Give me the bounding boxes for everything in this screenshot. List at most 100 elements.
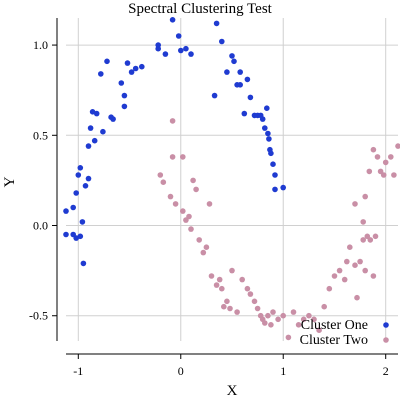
cluster-one-point <box>93 110 100 117</box>
cluster-two-point <box>169 154 176 160</box>
cluster-one-point <box>169 17 176 23</box>
y-tick-label: 0.0 <box>33 219 48 233</box>
cluster-one-point <box>121 92 128 99</box>
cluster-two-point <box>167 193 174 200</box>
cluster-one-point <box>231 58 237 65</box>
cluster-one-point <box>85 175 92 182</box>
cluster-two-point <box>275 316 281 323</box>
axes <box>56 18 398 355</box>
x-tick-label: 2 <box>383 364 389 378</box>
cluster-one-point <box>272 172 278 178</box>
cluster-one-point <box>110 116 116 122</box>
cluster-two-point <box>196 237 202 243</box>
x-tick-label: -1 <box>73 364 83 378</box>
cluster-two-point <box>157 172 164 178</box>
cluster-one-point <box>121 103 128 110</box>
cluster-one-point <box>75 172 82 178</box>
legend-label-cluster-two: Cluster Two <box>300 333 368 348</box>
cluster-two-point <box>347 244 353 250</box>
legend-marker-cluster-one <box>383 322 389 328</box>
cluster-two-point <box>251 298 258 305</box>
legend-label-cluster-one: Cluster One <box>301 318 368 333</box>
cluster-two-point <box>239 276 245 283</box>
y-tick-label: -0.5 <box>29 309 48 323</box>
cluster-two-point <box>221 303 227 310</box>
x-axis-label: X <box>227 383 238 399</box>
cluster-one-point <box>77 165 84 171</box>
cluster-two-point <box>213 282 220 288</box>
cluster-one-point <box>272 186 278 193</box>
cluster-two-point <box>200 249 207 256</box>
cluster-two-point <box>336 267 343 274</box>
cluster-two-point <box>234 309 240 315</box>
y-tick-label: 1.0 <box>33 38 48 52</box>
cluster-one-point <box>213 20 220 27</box>
cluster-two-point <box>357 258 363 265</box>
cluster-one-point <box>262 125 268 131</box>
cluster-one-point <box>237 82 243 88</box>
cluster-two-point <box>193 186 199 193</box>
cluster-two-point <box>254 305 261 312</box>
cluster-one-point <box>219 38 225 45</box>
x-tick-label: 1 <box>280 364 286 378</box>
cluster-two-point <box>280 312 287 319</box>
cluster-two-point <box>306 312 312 319</box>
cluster-two-point <box>316 327 322 334</box>
cluster-one-point <box>270 161 276 167</box>
grid <box>66 18 398 341</box>
cluster-one-point <box>247 94 254 101</box>
cluster-two-point <box>285 334 292 341</box>
x-tick-label: 0 <box>178 364 184 378</box>
legend-marker-cluster-two <box>383 337 389 343</box>
cluster-two-point <box>362 193 369 200</box>
chart-title: Spectral Clustering Test <box>128 1 272 17</box>
cluster-one-point <box>211 92 218 99</box>
cluster-two-point <box>360 219 367 225</box>
cluster-one-point <box>188 51 194 57</box>
cluster-one-point <box>155 42 161 48</box>
cluster-two-point <box>180 154 186 160</box>
cluster-one-point <box>237 69 243 75</box>
cluster-one-point <box>280 184 287 191</box>
cluster-two-point <box>290 309 297 315</box>
cluster-two-point <box>206 201 213 207</box>
cluster-two-point <box>321 303 328 310</box>
cluster-two-point <box>229 267 235 274</box>
cluster-two-point <box>370 146 377 153</box>
cluster-one-point <box>224 69 230 75</box>
cluster-one-point <box>178 47 184 54</box>
legend: Cluster One Cluster Two <box>300 318 389 348</box>
cluster-two-point <box>188 226 194 232</box>
cluster-one-point <box>241 110 248 117</box>
cluster-one-point <box>229 53 235 59</box>
cluster-two-point <box>380 172 387 178</box>
cluster-one-point <box>259 116 266 122</box>
cluster-one-point <box>87 125 94 131</box>
cluster-two-point <box>388 154 394 160</box>
cluster-two-point <box>203 244 210 250</box>
cluster-one-point <box>265 130 271 137</box>
cluster-one-point <box>268 150 274 157</box>
cluster-two-point <box>344 258 350 265</box>
cluster-two-point <box>391 172 397 178</box>
cluster-one-point <box>79 219 86 225</box>
cluster-two-point <box>352 201 358 207</box>
cluster-one-point <box>175 33 182 39</box>
cluster-two-point <box>354 294 360 301</box>
cluster-two-point <box>216 276 223 283</box>
cluster-two-point <box>382 159 389 166</box>
cluster-two-point <box>331 273 338 279</box>
cluster-two-point <box>370 273 377 279</box>
cluster-two-point <box>268 322 274 328</box>
cluster-two-point <box>295 322 302 328</box>
cluster-two-point <box>224 298 230 305</box>
cluster-two-point <box>300 316 307 323</box>
cluster-two-point <box>395 143 400 149</box>
cluster-one-point <box>128 69 135 75</box>
cluster-one-point <box>118 80 125 86</box>
cluster-two-point <box>362 267 369 274</box>
cluster-two-point <box>265 312 271 319</box>
cluster-one-point <box>85 143 92 149</box>
cluster-two-point <box>311 316 317 323</box>
